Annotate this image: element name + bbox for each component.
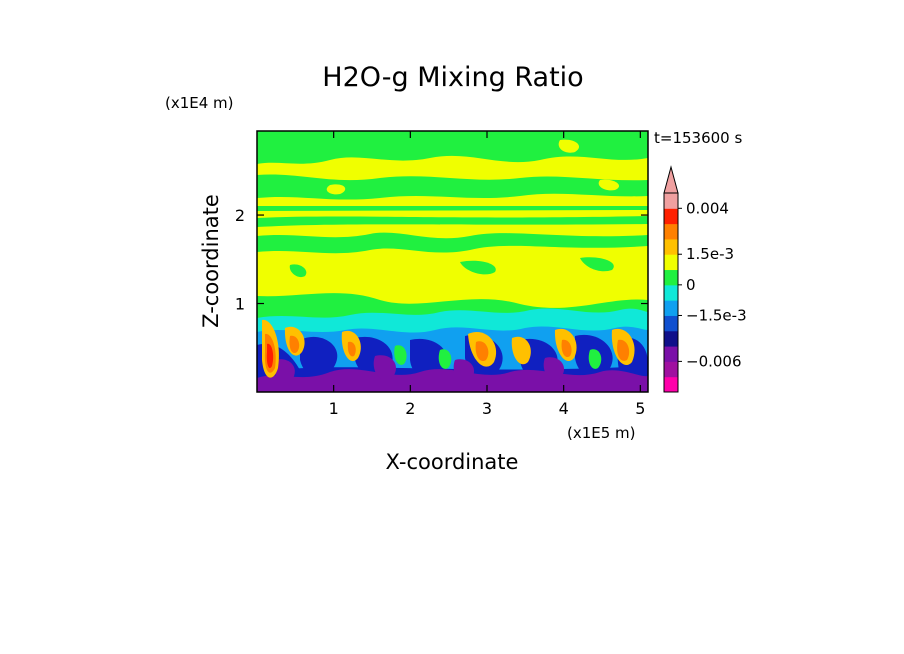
y-tick-label: 2: [235, 206, 245, 225]
colorbar-tick-label: 0.004: [686, 199, 729, 217]
y-axis-label: Z-coordinate: [199, 194, 223, 328]
colorbar: [663, 165, 679, 393]
x-axis-label: X-coordinate: [386, 450, 519, 474]
time-label: t=153600 s: [654, 129, 742, 147]
heatmap-field: [257, 131, 648, 392]
y-tick-label: 1: [235, 295, 245, 314]
x-unit-label: (x1E5 m): [567, 424, 636, 442]
colorbar-swatch: [664, 300, 678, 316]
x-axis-ticks: 1 2 3 4 5: [329, 131, 645, 418]
colorbar-swatch: [664, 361, 678, 378]
colorbar-tick-label: −0.006: [686, 352, 742, 370]
colorbar-swatch: [664, 376, 678, 393]
colorbar-swatch: [664, 269, 678, 286]
x-tick-label: 1: [329, 399, 339, 418]
colorbar-swatch: [664, 346, 678, 362]
chart-title: H2O-g Mixing Ratio: [322, 62, 583, 93]
colorbar-tick-label: −1.5e-3: [686, 306, 747, 324]
colorbar-labels: 0.004 1.5e-3 0 −1.5e-3 −0.006: [678, 199, 747, 370]
x-tick-label: 5: [635, 399, 645, 418]
colorbar-swatch: [664, 330, 678, 347]
x-tick-label: 3: [482, 399, 492, 418]
x-tick-label: 4: [559, 399, 569, 418]
colorbar-frame: [663, 192, 679, 393]
y-unit-label: (x1E4 m): [165, 94, 234, 112]
colorbar-swatch: [664, 208, 678, 225]
purple-base: [257, 355, 648, 392]
colorbar-swatch: [664, 284, 678, 301]
colorbar-extend-arrow: [663, 165, 679, 194]
colorbar-swatch: [664, 254, 678, 271]
yellow-islands: [326, 139, 620, 195]
warm-plumes: [262, 319, 635, 378]
colorbar-tick-label: 1.5e-3: [686, 245, 734, 263]
colorbar-tick-label: 0: [686, 276, 696, 294]
x-tick-label: 2: [405, 399, 415, 418]
colorbar-swatch: [664, 238, 678, 255]
colorbar-swatch: [664, 315, 678, 332]
plot-frame: [256, 130, 649, 393]
colorbar-swatch: [664, 223, 678, 240]
y-axis-ticks: 12: [235, 206, 648, 314]
colorbar-swatch: [664, 193, 678, 209]
